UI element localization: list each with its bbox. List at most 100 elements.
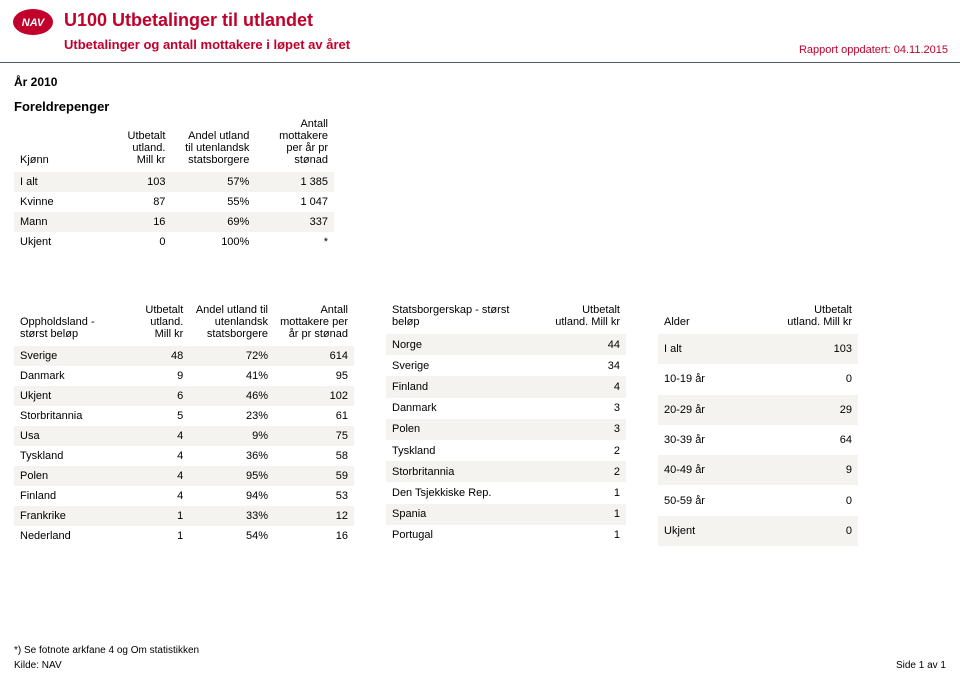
table-row: Tyskland436%58 (14, 446, 354, 466)
cell: 64 (777, 425, 858, 455)
table-row: Kvinne8755%1 047 (14, 192, 334, 212)
cell: 1 (545, 525, 626, 546)
table-row: Spania1 (386, 504, 626, 525)
cell: Ukjent (658, 516, 777, 546)
table-row: Portugal1 (386, 525, 626, 546)
year-label: År 2010 (14, 75, 946, 89)
table-row: I alt10357%1 385 (14, 172, 334, 192)
nav-logo: NAV (12, 8, 54, 39)
cell: 95 (274, 366, 354, 386)
footer: *) Se fotnote arkfane 4 og Om statistikk… (14, 645, 946, 671)
cell: 1 385 (255, 172, 334, 192)
cell: 1 (126, 526, 189, 546)
cell: 61 (274, 406, 354, 426)
cell: 4 (126, 486, 189, 506)
cell: 100% (171, 232, 255, 252)
report-title: U100 Utbetalinger til utlandet (64, 10, 799, 31)
cell: 9% (189, 426, 274, 446)
table-row: Danmark3 (386, 398, 626, 419)
cell: 102 (274, 386, 354, 406)
table-row: 50-59 år0 (658, 485, 858, 515)
th-antall: Antall mottakere per år pr stønad (255, 116, 334, 172)
cell: Frankrike (14, 506, 126, 526)
table-row: 10-19 år0 (658, 364, 858, 394)
cell: 4 (545, 376, 626, 397)
cell: 59 (274, 466, 354, 486)
cell: 87 (109, 192, 172, 212)
th-kjonn: Kjønn (14, 116, 109, 172)
cell: 0 (777, 516, 858, 546)
cell: 53 (274, 486, 354, 506)
tbody-kjonn: I alt10357%1 385Kvinne8755%1 047Mann1669… (14, 172, 334, 252)
cell: 20-29 år (658, 395, 777, 425)
th-opphold: Oppholdsland - størst beløp (14, 302, 126, 346)
table-row: Tyskland2 (386, 440, 626, 461)
page-number: Side 1 av 1 (896, 660, 946, 671)
cell: 33% (189, 506, 274, 526)
cell: 2 (545, 440, 626, 461)
tbody-opphold: Sverige4872%614Danmark941%95Ukjent646%10… (14, 346, 354, 546)
cell: Danmark (386, 398, 545, 419)
cell: Nederland (14, 526, 126, 546)
cell: 50-59 år (658, 485, 777, 515)
cell: 1 (126, 506, 189, 526)
cell: * (255, 232, 334, 252)
cell: 0 (109, 232, 172, 252)
cell: 2 (545, 461, 626, 482)
th-utbetalt: Utbetalt utland. Mill kr (126, 302, 189, 346)
cell: 103 (109, 172, 172, 192)
footnote: *) Se fotnote arkfane 4 og Om statistikk… (14, 645, 946, 656)
cell: 69% (171, 212, 255, 232)
th-utbetalt: Utbetalt utland. Mill kr (777, 302, 858, 334)
table-alder: Alder Utbetalt utland. Mill kr I alt1031… (658, 302, 858, 546)
table-row: Finland4 (386, 376, 626, 397)
cell: 36% (189, 446, 274, 466)
cell: 46% (189, 386, 274, 406)
table-row: I alt103 (658, 334, 858, 364)
cell: I alt (658, 334, 777, 364)
th-utbetalt: Utbetalt utland. Mill kr (109, 116, 172, 172)
table-row: 40-49 år9 (658, 455, 858, 485)
report-header: NAV U100 Utbetalinger til utlandet Utbet… (0, 0, 960, 63)
cell: 40-49 år (658, 455, 777, 485)
cell: Norge (386, 334, 545, 355)
cell: Danmark (14, 366, 126, 386)
table-row: Usa49%75 (14, 426, 354, 446)
table-row: Norge44 (386, 334, 626, 355)
cell: 94% (189, 486, 274, 506)
table-row: Sverige4872%614 (14, 346, 354, 366)
cell: 3 (545, 398, 626, 419)
cell: Storbritannia (386, 461, 545, 482)
cell: I alt (14, 172, 109, 192)
report-updated: Rapport oppdatert: 04.11.2015 (799, 44, 948, 56)
table-row: 30-39 år64 (658, 425, 858, 455)
cell: 30-39 år (658, 425, 777, 455)
cell: 9 (126, 366, 189, 386)
cell: 614 (274, 346, 354, 366)
cell: 23% (189, 406, 274, 426)
tbody-alder: I alt10310-19 år020-29 år2930-39 år6440-… (658, 334, 858, 546)
cell: 48 (126, 346, 189, 366)
table-stats: Statsborgerskap - størst beløp Utbetalt … (386, 302, 626, 546)
table-row: Finland494%53 (14, 486, 354, 506)
cell: 95% (189, 466, 274, 486)
table-row: Nederland154%16 (14, 526, 354, 546)
cell: 54% (189, 526, 274, 546)
table-row: Ukjent0 (658, 516, 858, 546)
cell: 34 (545, 355, 626, 376)
cell: Finland (386, 376, 545, 397)
th-utbetalt: Utbetalt utland. Mill kr (545, 302, 626, 334)
cell: 103 (777, 334, 858, 364)
cell: 1 (545, 482, 626, 503)
cell: Storbritannia (14, 406, 126, 426)
cell: 72% (189, 346, 274, 366)
table-row: Frankrike133%12 (14, 506, 354, 526)
th-antall: Antall mottakere per år pr stønad (274, 302, 354, 346)
cell: Mann (14, 212, 109, 232)
cell: 10-19 år (658, 364, 777, 394)
source: Kilde: NAV (14, 660, 62, 671)
th-stats: Statsborgerskap - størst beløp (386, 302, 545, 334)
cell: Tyskland (386, 440, 545, 461)
cell: 58 (274, 446, 354, 466)
cell: Kvinne (14, 192, 109, 212)
